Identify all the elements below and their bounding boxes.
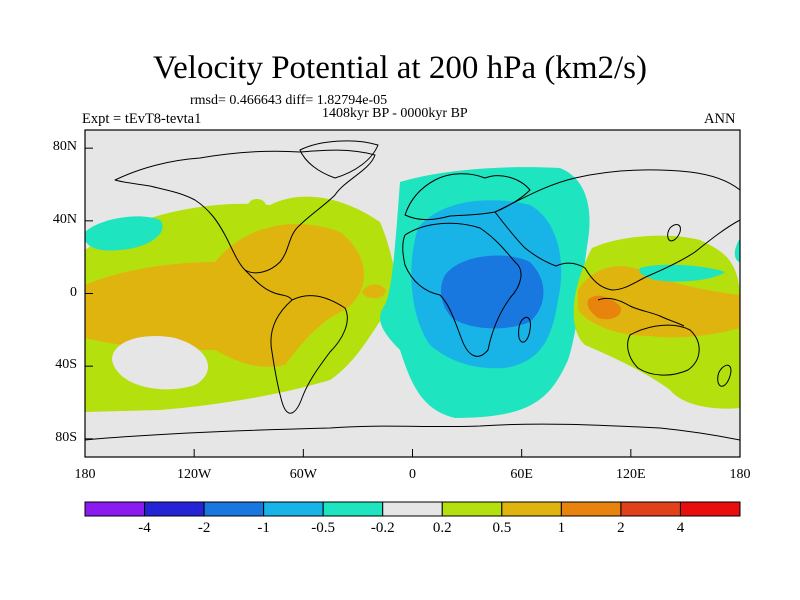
contour-level-0.5 (85, 223, 364, 367)
colorbar-label: -0.5 (311, 520, 336, 536)
stats-line: rmsd= 0.466643 diff= 1.82794e-05 (190, 93, 388, 108)
contour-level-neg-1 (440, 255, 544, 329)
lon-tick-label: 60W (289, 467, 317, 482)
colorbar-label: 0.5 (492, 520, 512, 536)
lat-tick-label: 40N (52, 211, 77, 227)
colorbar-label: 4 (676, 520, 685, 536)
lat-tick-label: 80N (52, 139, 77, 155)
colorbar-label: -0.2 (370, 520, 395, 536)
contour-level-0.5-east (578, 266, 740, 338)
experiment-label: Expt = tEvT8-tevta1 (82, 111, 202, 127)
colorbar-box (620, 501, 681, 517)
coast-japan (667, 224, 681, 242)
coast-new-zealand (717, 364, 732, 387)
coast-greenland (299, 140, 379, 179)
lon-tick-label: 180 (74, 467, 96, 482)
lon-tick-label: 120W (177, 467, 212, 482)
coast-maritime-continent (597, 297, 685, 327)
colorbar-box (322, 501, 384, 517)
contour-spot-0.2-north (248, 199, 266, 211)
lon-tick-label: 180 (729, 467, 751, 482)
colorbar-label: 1 (557, 520, 566, 536)
map-panel (85, 130, 740, 457)
latitude-ticks (85, 147, 93, 440)
coast-antarctica (85, 423, 740, 441)
colorbar-label: -1 (257, 520, 270, 536)
coastlines (85, 140, 740, 441)
colorbar-label: -2 (197, 520, 211, 536)
coast-asia (494, 169, 740, 291)
lon-tick-label: 60E (510, 467, 533, 482)
lon-tick-label: 0 (409, 467, 416, 482)
lat-tick-label: 80S (55, 429, 77, 445)
colorbar (84, 501, 741, 517)
coast-central-america (244, 269, 293, 301)
contour-hole-west-pacific (639, 264, 725, 282)
colorbar-box (560, 501, 622, 517)
contour-hole-south-pacific (112, 336, 209, 390)
colorbar-box (84, 501, 146, 517)
plot-title: Velocity Potential at 200 hPa (km2/s) (152, 50, 648, 86)
contour-edge-east (734, 239, 740, 262)
colorbar-box (382, 501, 443, 517)
longitude-ticks (84, 449, 741, 457)
season-label: ANN (704, 111, 736, 127)
lat-tick-label: 0 (70, 284, 77, 300)
colorbar-box (203, 501, 265, 517)
contour-level-1-east (587, 295, 621, 320)
coast-north-america (114, 149, 376, 274)
colorbar-box (501, 501, 562, 517)
lon-tick-label: 120E (616, 467, 646, 482)
colorbar-label: 0.2 (432, 520, 452, 536)
lat-tick-label: 40S (55, 357, 77, 373)
coast-africa (402, 222, 522, 357)
coast-australia (627, 324, 700, 376)
coast-madagascar (518, 316, 531, 343)
contour-island-0.5-east (362, 284, 386, 299)
colorbar-label: -4 (138, 520, 151, 536)
contour-hole-0.2-west (85, 216, 163, 251)
coast-south-america (270, 295, 348, 414)
colorbar-label: 2 (617, 520, 625, 536)
colorbar-box (263, 501, 324, 517)
coast-europe (404, 173, 531, 221)
colorbar-box (441, 501, 503, 517)
colorbar-box (679, 501, 741, 517)
colorbar-box (144, 501, 205, 517)
period-label: 1408kyr BP - 0000kyr BP (322, 106, 468, 121)
